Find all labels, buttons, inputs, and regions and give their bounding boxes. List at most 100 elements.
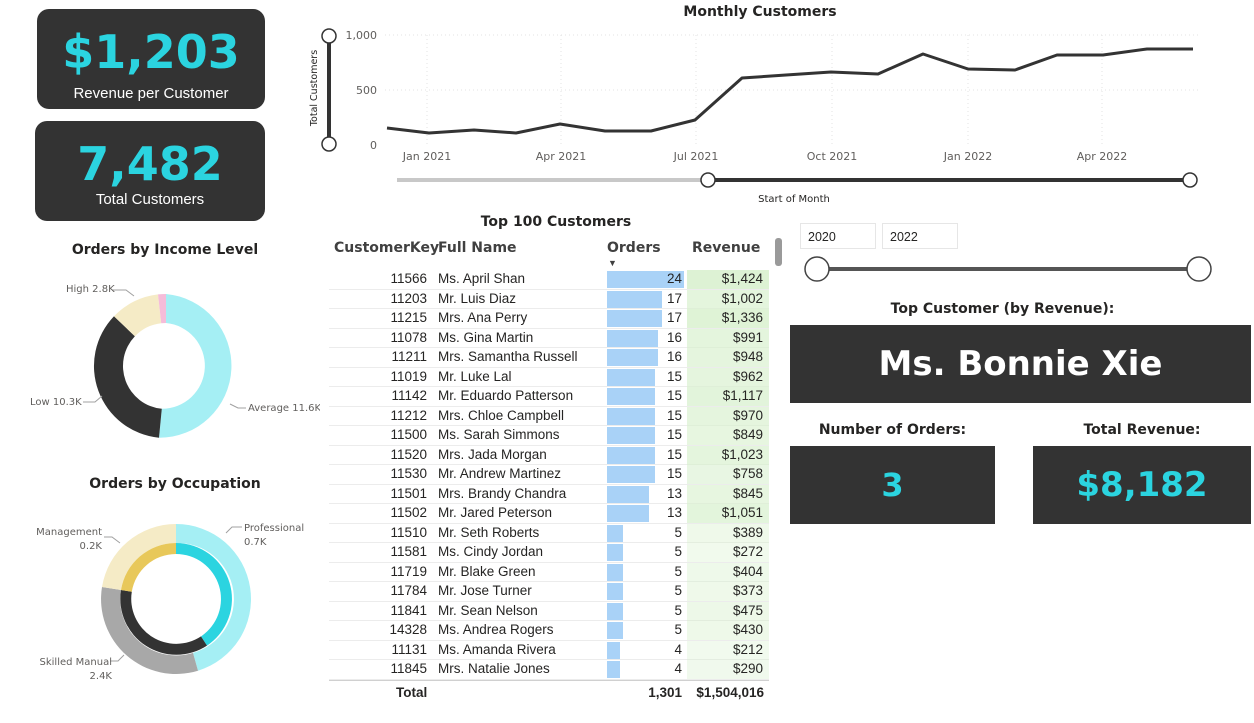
occupation-slice-professional[interactable] — [176, 524, 251, 671]
table-row[interactable]: 11215 Mrs. Ana Perry 17 $1,336 — [329, 309, 769, 329]
date-slider-handle-start[interactable] — [804, 256, 830, 282]
header-customer-key[interactable]: CustomerKey — [334, 240, 440, 256]
table-row[interactable]: 11784 Mr. Jose Turner 5 $373 — [329, 582, 769, 602]
table-row[interactable]: 11501 Mrs. Brandy Chandra 13 $845 — [329, 484, 769, 504]
header-full-name[interactable]: Full Name — [438, 240, 517, 256]
occupation-slice-skilled-manual[interactable] — [101, 587, 198, 674]
customer-key-cell: 11841 — [390, 602, 427, 618]
table-row[interactable]: 11500 Ms. Sarah Simmons 15 $849 — [329, 426, 769, 446]
revenue-cell: $758 — [732, 466, 763, 481]
table-row[interactable]: 11502 Mr. Jared Peterson 13 $1,051 — [329, 504, 769, 524]
revenue-cell-background — [687, 465, 769, 484]
revenue-cell-background — [687, 562, 769, 582]
occupation-value-management: 0.2K — [80, 541, 103, 552]
income-slice-average[interactable] — [159, 294, 232, 438]
customer-key-cell: 11520 — [390, 446, 427, 462]
full-name-cell: Mr. Andrew Martinez — [438, 466, 562, 481]
income-slice-low[interactable] — [93, 316, 162, 438]
revenue-cell-background — [687, 309, 769, 328]
occupation-inner-professional[interactable] — [176, 543, 232, 646]
orders-cell: 17 — [666, 290, 682, 306]
orders-data-bar — [607, 544, 624, 561]
header-orders[interactable]: Orders — [607, 240, 661, 256]
orders-cell: 15 — [666, 446, 682, 462]
table-row[interactable]: 11719 Mr. Blake Green 5 $404 — [329, 562, 769, 582]
full-name-cell: Mr. Sean Nelson — [438, 602, 538, 618]
date-slider-handle-end[interactable] — [1186, 256, 1212, 282]
full-name-cell: Mr. Jared Peterson — [438, 505, 553, 520]
occupation-label-skilled: Skilled Manual — [40, 657, 113, 668]
total-label: Total — [396, 685, 428, 700]
full-name-cell: Ms. Gina Martin — [438, 329, 534, 345]
table-row[interactable]: 11019 Mr. Luke Lal 15 $962 — [329, 367, 769, 387]
table-row[interactable]: 11566 Ms. April Shan 24 $1,424 — [329, 270, 769, 290]
x-tick-oct-2021: Oct 2021 — [807, 150, 858, 163]
revenue-cell: $948 — [732, 349, 763, 364]
top-customer-name: Ms. Bonnie Xie — [878, 344, 1163, 384]
income-slice-high[interactable] — [114, 294, 162, 337]
x-range-slider-handle-right[interactable] — [1182, 172, 1198, 188]
revenue-cell-background — [687, 621, 769, 640]
full-name-cell: Mrs. Jada Morgan — [438, 446, 547, 462]
date-start-input[interactable]: 2020 — [800, 223, 876, 249]
orders-data-bar — [607, 329, 659, 347]
table-scrollbar[interactable] — [775, 238, 782, 266]
orders-data-bar — [607, 368, 656, 386]
number-of-orders-card: 3 — [790, 446, 995, 524]
revenue-cell: $389 — [732, 524, 763, 540]
occupation-inner-management[interactable] — [121, 543, 176, 592]
table-row[interactable]: 11078 Ms. Gina Martin 16 $991 — [329, 328, 769, 348]
full-name-cell: Ms. April Shan — [438, 271, 526, 286]
x-tick-apr-2022: Apr 2022 — [1077, 150, 1128, 163]
full-name-cell: Mr. Luke Lal — [438, 368, 512, 384]
revenue-cell-background — [687, 484, 769, 504]
x-range-slider-handle-left[interactable] — [700, 172, 716, 188]
occupation-slice-management[interactable] — [102, 524, 176, 590]
table-row[interactable]: 11510 Mr. Seth Roberts 5 $389 — [329, 523, 769, 543]
date-range-slider[interactable] — [800, 255, 1220, 285]
revenue-cell: $970 — [732, 407, 763, 423]
y-range-slider-handle-top[interactable] — [321, 28, 337, 44]
revenue-cell: $1,023 — [721, 446, 763, 462]
orders-cell: 5 — [674, 622, 682, 637]
occupation-value-professional: 0.7K — [244, 537, 267, 548]
revenue-cell-background — [687, 640, 769, 660]
x-tick-jan-2021: Jan 2021 — [402, 150, 451, 163]
income-slice-other[interactable] — [158, 293, 166, 324]
table-row[interactable]: 11581 Ms. Cindy Jordan 5 $272 — [329, 543, 769, 563]
table-row[interactable]: 11211 Mrs. Samantha Russell 16 $948 — [329, 348, 769, 368]
table-row[interactable]: 11845 Mrs. Natalie Jones 4 $290 — [329, 660, 769, 680]
x-axis-label: Start of Month — [758, 194, 830, 205]
table-row[interactable]: 14328 Ms. Andrea Rogers 5 $430 — [329, 621, 769, 641]
orders-data-bar — [607, 641, 620, 659]
orders-data-bar — [607, 407, 656, 425]
orders-data-bar — [607, 563, 624, 581]
table-row[interactable]: 11841 Mr. Sean Nelson 5 $475 — [329, 601, 769, 621]
table-row[interactable]: 11520 Mrs. Jada Morgan 15 $1,023 — [329, 445, 769, 465]
sort-desc-icon[interactable]: ▼ — [608, 258, 617, 268]
table-row[interactable]: 11530 Mr. Andrew Martinez 15 $758 — [329, 465, 769, 485]
revenue-cell: $475 — [732, 602, 763, 618]
full-name-cell: Mr. Blake Green — [438, 563, 536, 579]
monthly-customers-chart: Total Customers 1,000 500 0 Jan 2021 Apr… — [309, 28, 1198, 205]
orders-data-bar — [607, 485, 649, 503]
date-end-input[interactable]: 2022 — [882, 223, 958, 249]
number-of-orders-label: Number of Orders: — [818, 422, 967, 438]
table-row[interactable]: 11131 Ms. Amanda Rivera 4 $212 — [329, 640, 769, 660]
table-row[interactable]: 11203 Mr. Luis Diaz 17 $1,002 — [329, 289, 769, 309]
revenue-cell-background — [687, 348, 769, 367]
revenue-cell: $849 — [732, 427, 763, 442]
header-revenue[interactable]: Revenue — [692, 240, 761, 256]
table-row[interactable]: 11212 Mrs. Chloe Campbell 15 $970 — [329, 406, 769, 426]
occupation-chart-title: Orders by Occupation — [89, 476, 261, 492]
top-customer-heading: Top Customer (by Revenue): — [890, 301, 1115, 317]
orders-cell: 16 — [666, 329, 682, 345]
occupation-label-professional: Professional — [244, 523, 304, 534]
y-range-slider-handle-bottom[interactable] — [321, 136, 337, 152]
customer-key-cell: 11784 — [390, 583, 427, 598]
table-row[interactable]: 11142 Mr. Eduardo Patterson 15 $1,117 — [329, 387, 769, 407]
revenue-cell-background — [687, 387, 769, 406]
table-title: Top 100 Customers — [480, 214, 632, 230]
occupation-inner-skilled[interactable] — [120, 590, 207, 655]
revenue-cell: $212 — [732, 641, 763, 657]
